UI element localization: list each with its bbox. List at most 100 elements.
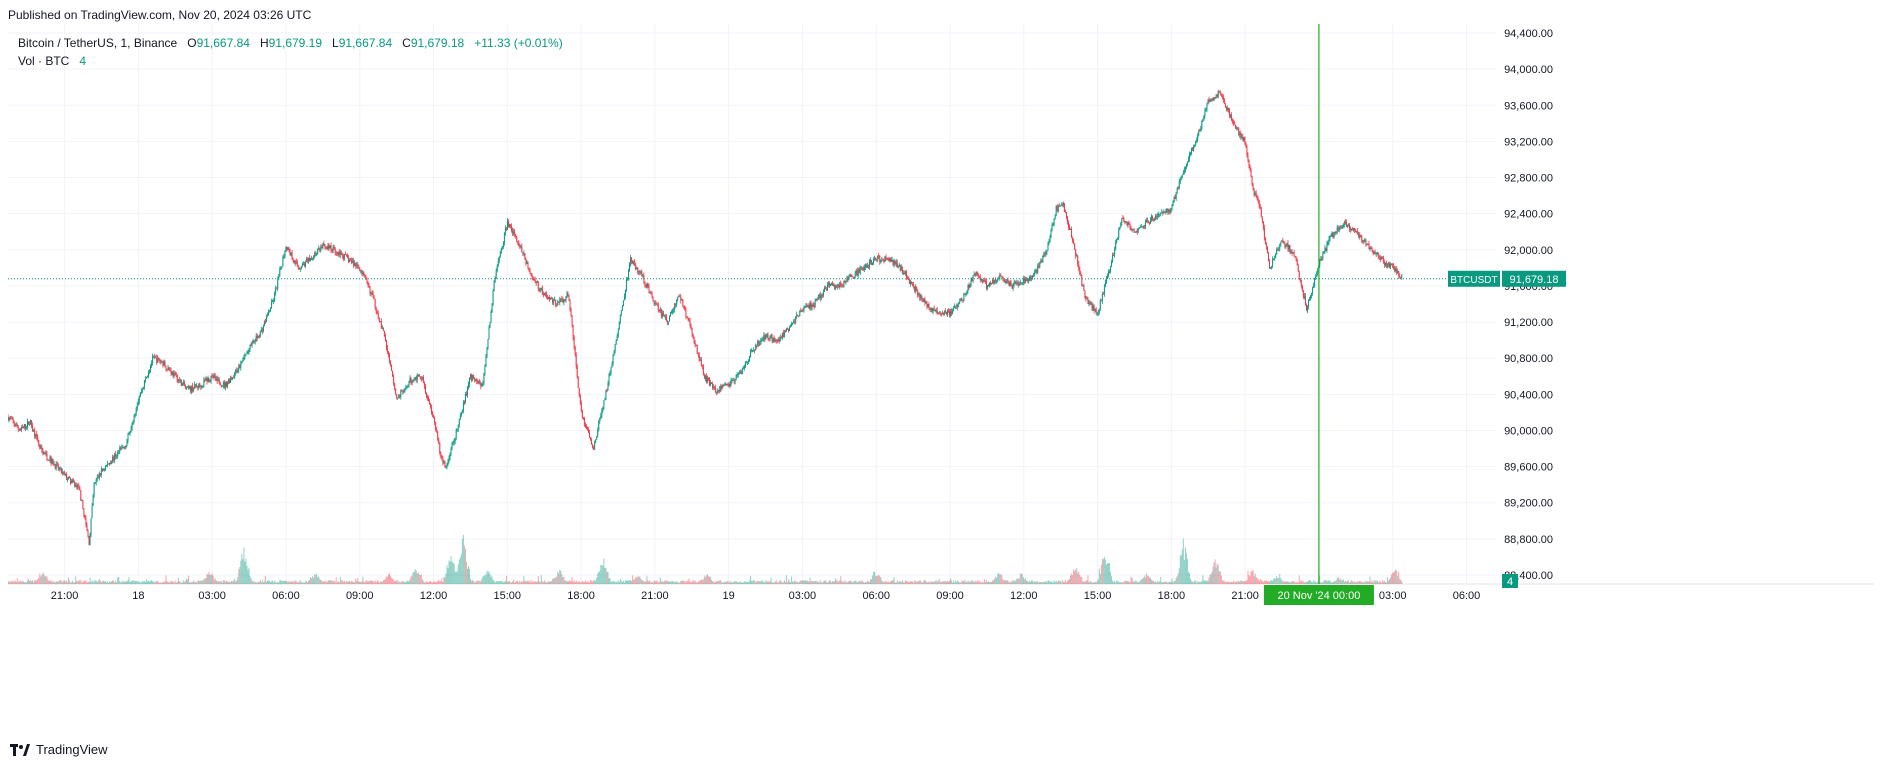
volume-bar xyxy=(994,578,996,584)
candle-body xyxy=(1033,274,1035,276)
candle-body xyxy=(958,302,960,305)
volume-label[interactable]: Vol · BTC xyxy=(18,54,70,68)
volume-bar xyxy=(1116,580,1118,584)
candle-body xyxy=(360,270,362,272)
volume-bar xyxy=(1054,582,1056,584)
volume-bar xyxy=(891,580,893,584)
candle-body xyxy=(664,317,666,319)
volume-bar xyxy=(1273,578,1275,584)
volume-bar xyxy=(1045,581,1047,584)
volume-bar xyxy=(980,582,982,584)
candle-body xyxy=(1251,175,1253,184)
price-chart[interactable]: 94,400.0094,000.0093,600.0093,200.0092,8… xyxy=(8,24,1874,732)
candle-body xyxy=(1323,252,1325,254)
volume-bar xyxy=(727,580,729,584)
candle-body xyxy=(185,387,187,389)
candle-body xyxy=(986,285,988,289)
price-tick-label: 90,800.00 xyxy=(1504,353,1553,365)
volume-bar xyxy=(330,580,332,584)
candle-body xyxy=(675,303,677,305)
volume-bar xyxy=(400,582,402,584)
candle-body xyxy=(525,259,527,264)
candle-body xyxy=(520,246,522,248)
volume-bar xyxy=(378,582,380,584)
price-axis[interactable]: 94,400.0094,000.0093,600.0093,200.0092,8… xyxy=(1448,28,1566,588)
volume-bar xyxy=(21,580,23,584)
volume-bar xyxy=(790,582,792,584)
volume-bar xyxy=(74,582,76,584)
volume-bar xyxy=(348,581,350,584)
volume-bar xyxy=(1008,582,1010,584)
candle-body xyxy=(336,253,338,255)
price-tick-label: 93,600.00 xyxy=(1504,100,1553,112)
candle-body xyxy=(1278,248,1280,251)
volume-bar xyxy=(1073,569,1075,584)
volume-bar xyxy=(947,581,949,584)
volume-bar xyxy=(1301,581,1303,584)
volume-bar xyxy=(1269,581,1271,584)
volume-bar xyxy=(399,581,401,584)
candle-body xyxy=(85,518,87,525)
candle-body xyxy=(840,282,842,286)
tradingview-brand[interactable]: TradingView xyxy=(10,742,108,757)
candle-body xyxy=(604,399,606,401)
volume-bar xyxy=(547,581,549,584)
volume-bar xyxy=(1080,577,1082,584)
volume-bar xyxy=(150,580,152,584)
candle-body xyxy=(443,461,445,463)
candle-body xyxy=(258,335,260,338)
candle-body xyxy=(329,245,331,249)
candle-body xyxy=(100,469,102,476)
volume-bar xyxy=(823,580,825,584)
volume-bar xyxy=(122,582,124,584)
time-axis[interactable]: 21:00 18 03:00 06:00 09:00 12:00 15:00 18:00 21:… xyxy=(51,585,1480,605)
candle-body xyxy=(1012,284,1014,289)
volume-bar xyxy=(1179,556,1181,584)
volume-bar xyxy=(1078,571,1080,584)
candle-body xyxy=(256,335,258,339)
candle-body xyxy=(721,385,723,390)
volume-bar xyxy=(1132,580,1134,584)
candle-body xyxy=(842,286,844,288)
volume-bar xyxy=(881,580,883,584)
volume-bar xyxy=(809,577,811,584)
volume-bar xyxy=(804,580,806,584)
time-tick-label: 19 xyxy=(723,590,735,602)
volume-bar xyxy=(1005,580,1007,584)
volume-bar xyxy=(627,580,629,584)
candle-body xyxy=(630,257,632,265)
volume-bar xyxy=(33,582,35,584)
candle-body xyxy=(450,447,452,454)
candle-body xyxy=(286,246,288,250)
candle-body xyxy=(894,260,896,264)
candle-body xyxy=(818,294,820,297)
candle-body xyxy=(983,280,985,282)
volume-bar xyxy=(1001,575,1003,584)
candle-body xyxy=(465,394,467,396)
candle-body xyxy=(1082,285,1084,287)
candle-body xyxy=(830,284,832,287)
candle-body xyxy=(1018,284,1020,286)
candle-body xyxy=(1397,271,1399,274)
volume-bar xyxy=(297,582,299,584)
candle-body xyxy=(74,482,76,487)
volume-bar xyxy=(651,581,653,584)
volume-bar xyxy=(148,580,150,584)
candle-body xyxy=(215,377,217,380)
volume-bar xyxy=(417,572,419,584)
candle-body xyxy=(753,349,755,351)
candle-body xyxy=(430,403,432,408)
volume-bar xyxy=(1095,582,1097,584)
candle-body xyxy=(691,328,693,334)
volume-bar xyxy=(1182,538,1184,584)
candle-body xyxy=(1320,258,1322,261)
candle-body xyxy=(637,267,639,273)
candle-body xyxy=(153,355,155,357)
candle-body xyxy=(943,310,945,315)
candle-body xyxy=(1158,214,1160,216)
symbol-title[interactable]: Bitcoin / TetherUS, 1, Binance xyxy=(18,36,178,50)
candle-body xyxy=(1206,104,1208,110)
candle-body xyxy=(1211,99,1213,101)
candle-body xyxy=(826,284,828,290)
volume-bar xyxy=(1105,564,1107,584)
